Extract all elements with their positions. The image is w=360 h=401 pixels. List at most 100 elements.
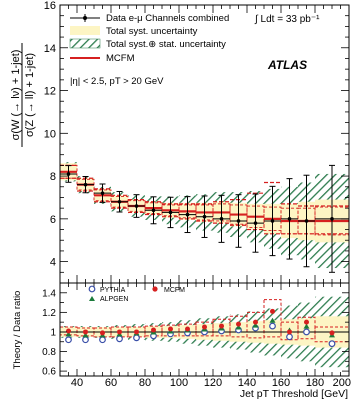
lower-y-tick-label: 0.6 — [42, 367, 56, 378]
ratio-point-mcfm — [100, 330, 105, 336]
ratio-point-mcfm — [236, 321, 241, 327]
ratio-mcfm-unc-box — [263, 299, 282, 338]
ratio-point-mcfm — [134, 329, 139, 335]
ratio-point-mcfm — [270, 308, 275, 314]
upper-y-tick-label: 6 — [50, 214, 56, 226]
legend-marker-pythia — [88, 285, 96, 293]
x-tick-label: 100 — [170, 377, 188, 389]
x-tick-label: 140 — [238, 377, 256, 389]
upper-y-tick-label: 4 — [50, 257, 56, 269]
ratio-point-mcfm — [253, 319, 258, 325]
data-point — [134, 204, 139, 208]
data-point — [168, 210, 173, 215]
x-tick-label: 200 — [333, 377, 351, 389]
upper-y-tick-label: 12 — [44, 86, 56, 98]
data-point — [202, 214, 207, 219]
ratio-point-mcfm — [185, 326, 190, 332]
ratio-point-pythia — [133, 334, 140, 342]
ratio-mcfm-unc-box — [212, 318, 231, 337]
upper-y-tick-label: 10 — [44, 128, 56, 140]
lower-y-tick-label: 1.2 — [42, 308, 56, 319]
data-point — [330, 217, 334, 221]
lower-y-axis-label: Theory / Data ratio — [12, 291, 23, 370]
ratio-point-pythia — [65, 336, 72, 344]
ratio-point-alpgen — [252, 322, 259, 328]
y-label-denominator: σ(Z (→ ll) + 1-jet) — [24, 53, 36, 137]
ratio-point-mcfm — [151, 327, 156, 333]
ratio-point-alpgen — [65, 331, 72, 337]
legend-label-data: Data e-μ Channels combined — [106, 13, 229, 24]
legend-marker-mcfm — [152, 286, 158, 292]
ratio-point-alpgen — [303, 323, 310, 329]
legend-item-mcfm: MCFM — [70, 53, 135, 64]
lower-y-tick-label: 0.8 — [42, 347, 56, 358]
cuts-annotation: |η| < 2.5, pT > 20 GeV — [70, 76, 164, 87]
x-tick-label: 120 — [204, 377, 222, 389]
ratio-point-mcfm — [83, 329, 88, 335]
ratio-point-alpgen — [269, 317, 276, 323]
data-point — [287, 217, 292, 221]
data-point — [185, 212, 190, 217]
upper-y-tick-label: 8 — [50, 171, 56, 183]
ratio-mcfm-unc-box — [246, 311, 265, 339]
ratio-point-mcfm — [168, 326, 173, 332]
lower-axis-ticks: 0.6 0.8 1 1.2 1.4 40 60 80 100 120 140 160 180 200 — [42, 283, 351, 389]
x-tick-label: 60 — [105, 377, 117, 389]
ratio-point-mcfm — [287, 329, 292, 335]
ratio-point-mcfm — [202, 324, 207, 330]
legend-item-total: Total syst.⊕ stat. uncertainty — [69, 38, 226, 50]
lower-legend: PYTHIA MCFM ALPGEN — [88, 285, 185, 303]
legend-item-data: Data e-μ Channels combined — [70, 13, 229, 24]
ratio-point-pythia — [116, 335, 123, 343]
data-point — [151, 208, 156, 213]
data-point — [117, 199, 122, 204]
legend-label-mcfm: MCFM — [106, 53, 135, 64]
ratio-point-pythia — [99, 336, 106, 344]
data-point — [219, 217, 224, 221]
data-point — [304, 219, 309, 223]
legend-item-syst: Total syst. uncertainty — [70, 26, 198, 37]
upper-legend: Data e-μ Channels combined Total syst. u… — [69, 13, 229, 64]
ratio-point-mcfm — [219, 323, 224, 329]
lower-y-tick-label: 1.4 — [42, 288, 56, 299]
legend-label-pythia: PYTHIA — [100, 287, 126, 294]
ratio-point-pythia — [286, 333, 293, 341]
x-tick-label: 80 — [139, 377, 151, 389]
ratio-point-pythia — [303, 328, 310, 336]
data-point — [253, 221, 258, 225]
lumi-annotation: ∫ Ldt = 33 pb⁻¹ — [254, 14, 320, 25]
ratio-point-mcfm — [117, 329, 122, 335]
ratio-point-pythia — [82, 336, 89, 344]
upper-y-tick-label: 14 — [44, 43, 56, 55]
atlas-label: ATLAS — [267, 58, 307, 72]
lower-y-tick-label: 1 — [50, 327, 56, 338]
ratio-point-pythia — [328, 340, 336, 348]
legend-label-syst: Total syst. uncertainty — [106, 26, 198, 37]
ratio-point-mcfm — [66, 328, 71, 334]
ratio-point-mcfm — [304, 319, 309, 325]
x-tick-label: 160 — [272, 377, 290, 389]
lower-ratio-points — [65, 308, 336, 348]
x-tick-label: 180 — [306, 377, 324, 389]
upper-y-axis-label: σ(W (→ lν) + 1-jet) σ(Z (→ ll) + 1-jet) — [10, 43, 36, 147]
legend-label-total: Total syst.⊕ stat. uncertainty — [106, 39, 226, 50]
ratio-point-alpgen — [235, 324, 242, 330]
legend-marker-alpgen — [89, 296, 95, 301]
ratio-point-mcfm — [329, 330, 335, 336]
x-tick-label: 40 — [71, 377, 83, 389]
x-axis-label: Jet pT Threshold [GeV] — [240, 388, 348, 400]
ratio-point-pythia — [269, 322, 276, 330]
data-point — [83, 182, 88, 187]
upper-y-tick-label: 16 — [44, 0, 56, 12]
ratio-mcfm-unc-box — [280, 321, 299, 341]
ratio-point-alpgen — [82, 332, 89, 338]
legend-label-mcfm-lower: MCFM — [164, 287, 185, 294]
data-point — [100, 191, 105, 195]
data-point — [236, 219, 241, 223]
legend-label-alpgen: ALPGEN — [100, 296, 128, 303]
upper-data-points — [60, 164, 349, 273]
data-point — [270, 219, 275, 223]
y-label-numerator: σ(W (→ lν) + 1-jet) — [10, 50, 22, 141]
upper-axis-ticks: 4 6 8 10 12 14 16 — [44, 0, 350, 284]
